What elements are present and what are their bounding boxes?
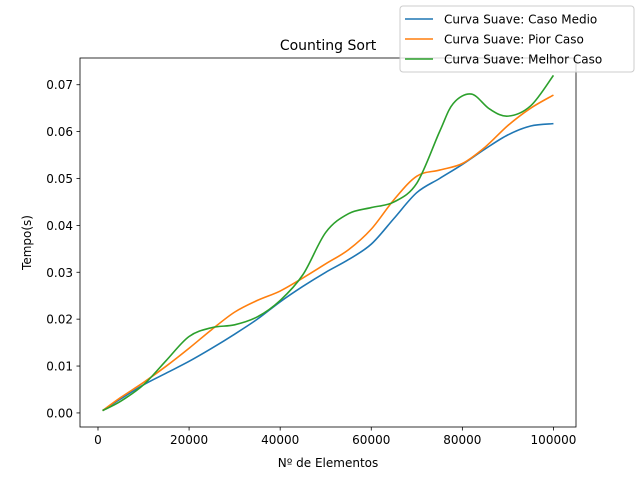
x-tick-label: 0 <box>94 433 102 447</box>
x-tick-label: 40000 <box>261 433 299 447</box>
legend: Curva Suave: Caso Medio Curva Suave: Pior… <box>399 5 635 73</box>
x-tick-label: 80000 <box>443 433 481 447</box>
legend-label-2: Curva Suave: Melhor Caso <box>444 53 602 67</box>
x-tick-label: 20000 <box>170 433 208 447</box>
y-tick-label: 0.06 <box>46 125 73 139</box>
x-tick-label: 60000 <box>352 433 390 447</box>
series-line-2 <box>102 74 555 412</box>
legend-label-0: Curva Suave: Caso Medio <box>444 13 597 27</box>
y-tick-label: 0.01 <box>46 360 73 374</box>
y-tick-label: 0.04 <box>46 219 73 233</box>
y-tick-label: 0.00 <box>46 406 73 420</box>
ticks-layer: 0 20000 40000 60000 80000 100000 0.00 0.01 0.02 0… <box>46 78 576 447</box>
plot-frame <box>79 57 577 428</box>
series-line-1 <box>102 94 554 412</box>
x-axis-label: Nº de Elementos <box>278 456 379 470</box>
y-tick-label: 0.03 <box>46 266 73 280</box>
chart-title: Counting Sort <box>280 38 377 54</box>
y-axis-label: Tempo(s) <box>20 215 34 271</box>
legend-label-1: Curva Suave: Pior Caso <box>444 33 584 47</box>
x-tick-label: 100000 <box>531 433 577 447</box>
legend-frame <box>399 5 635 73</box>
y-tick-label: 0.05 <box>46 172 73 186</box>
y-tick-label: 0.02 <box>46 313 73 327</box>
y-tick-label: 0.07 <box>46 78 73 92</box>
series-layer <box>102 74 555 412</box>
